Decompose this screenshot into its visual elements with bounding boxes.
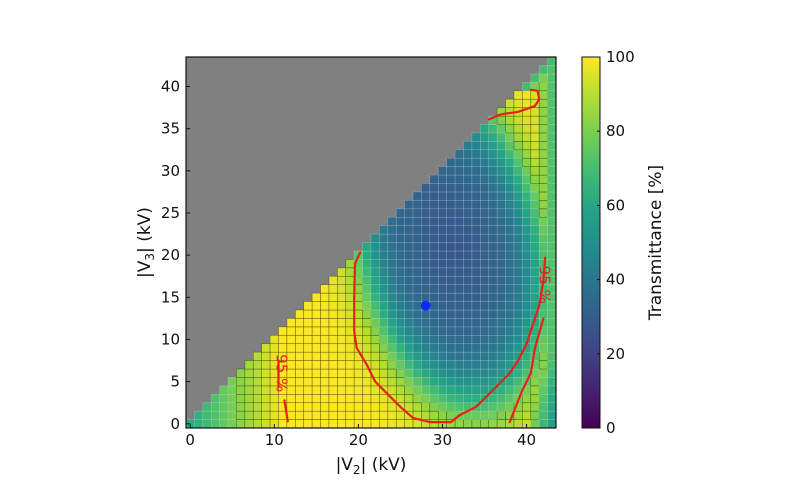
svg-text:30: 30 [433,431,452,449]
svg-text:30: 30 [161,162,180,180]
svg-text:0: 0 [606,419,616,437]
svg-text:20: 20 [349,431,368,449]
heatmap-cells [185,56,557,429]
colorbar [581,56,601,429]
svg-text:20: 20 [161,246,180,264]
svg-text:10: 10 [265,431,284,449]
svg-text:80: 80 [606,122,625,140]
svg-text:15: 15 [161,288,180,306]
y-axis-ticks: 0 5 10 15 20 25 30 35 40 [161,78,190,433]
svg-text:95 %: 95 % [273,354,291,392]
contour-labels: 95 % 95 % [273,266,554,393]
svg-text:10: 10 [161,330,180,348]
svg-text:25: 25 [161,204,180,222]
y-axis-label: |V3| (kV) [135,207,157,278]
colorbar-label: Transmittance [%] [646,165,666,321]
svg-text:40: 40 [161,78,180,96]
svg-text:95 %: 95 % [536,266,554,304]
svg-text:35: 35 [161,120,180,138]
plot-frame [185,56,557,429]
svg-text:40: 40 [517,431,536,449]
operating-point-marker [420,300,431,311]
svg-text:40: 40 [606,271,625,289]
svg-text:100: 100 [606,48,635,66]
svg-text:60: 60 [606,196,625,214]
svg-text:0: 0 [170,415,180,433]
svg-text:5: 5 [170,373,180,391]
colorbar-ticks: 0 20 40 60 80 100 [597,48,635,437]
svg-text:0: 0 [185,431,195,449]
svg-text:20: 20 [606,345,625,363]
x-axis-ticks: 0 10 20 30 40 [185,424,536,449]
contour-95-percent [277,88,547,424]
x-axis-label: |V2| (kV) [336,455,407,477]
